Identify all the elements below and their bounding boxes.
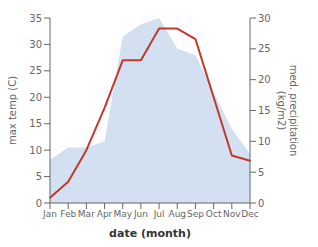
svg-text:15: 15 [258,105,271,116]
svg-text:Apr: Apr [97,209,113,219]
svg-text:Jun: Jun [133,209,148,219]
svg-text:med. precipitation(kg/m2): med. precipitation(kg/m2) [276,65,299,157]
svg-text:15: 15 [29,118,42,129]
svg-text:10: 10 [258,136,271,147]
svg-text:5: 5 [258,167,264,178]
svg-text:35: 35 [29,13,42,24]
svg-text:20: 20 [258,74,271,85]
svg-text:0: 0 [258,198,264,209]
svg-text:10: 10 [29,145,42,156]
svg-text:0: 0 [36,198,42,209]
svg-text:Aug: Aug [168,209,186,219]
svg-text:20: 20 [29,92,42,103]
svg-text:date (month): date (month) [109,227,191,239]
svg-text:Jan: Jan [42,209,57,219]
svg-text:25: 25 [258,43,271,54]
svg-text:Feb: Feb [60,209,76,219]
svg-text:30: 30 [258,13,271,24]
svg-text:max temp (C): max temp (C) [8,76,18,145]
svg-text:Nov: Nov [223,209,241,219]
svg-text:30: 30 [29,39,42,50]
svg-text:Oct: Oct [206,209,222,219]
svg-text:25: 25 [29,65,42,76]
svg-text:Dec: Dec [241,209,258,219]
svg-text:Sep: Sep [187,209,204,219]
svg-text:Jul: Jul [153,209,165,219]
svg-text:Mar: Mar [78,209,95,219]
svg-text:5: 5 [36,171,42,182]
svg-text:May: May [113,209,132,219]
